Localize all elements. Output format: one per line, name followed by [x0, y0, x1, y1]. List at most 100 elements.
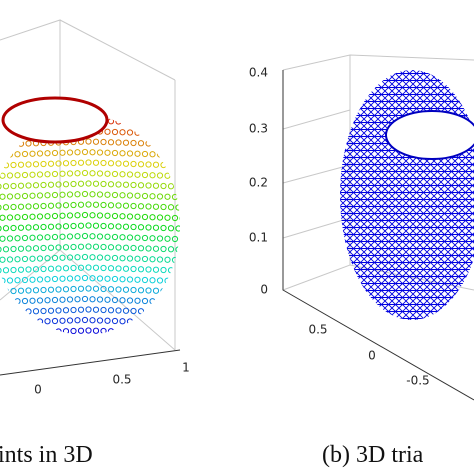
point [130, 244, 137, 252]
point [44, 192, 51, 199]
point [66, 233, 74, 240]
point [10, 161, 17, 169]
point [62, 223, 70, 230]
point [187, 321, 192, 326]
point [47, 265, 55, 272]
point [6, 319, 14, 326]
point [85, 159, 92, 166]
point [14, 319, 21, 326]
y-tick-label: 0 [368, 349, 376, 363]
point [32, 245, 40, 252]
point [156, 115, 164, 116]
point [191, 142, 196, 147]
point [145, 287, 152, 294]
point [92, 264, 100, 271]
point [92, 327, 100, 334]
point [10, 203, 17, 211]
point [175, 120, 180, 127]
point [70, 285, 77, 293]
point [25, 266, 32, 273]
point [119, 276, 126, 283]
point [70, 180, 77, 188]
point [137, 308, 145, 315]
point [107, 202, 115, 209]
point [92, 306, 100, 313]
point [156, 235, 164, 242]
point [167, 288, 175, 295]
point [191, 121, 196, 126]
point [92, 222, 100, 229]
point [36, 171, 44, 178]
point [130, 265, 137, 273]
point [156, 172, 164, 179]
point [111, 317, 119, 325]
point [77, 180, 85, 187]
point [6, 193, 14, 200]
point [29, 255, 36, 262]
point [0, 141, 2, 148]
point [134, 171, 141, 178]
point [111, 191, 119, 199]
point [17, 266, 25, 273]
point [141, 234, 149, 242]
point [10, 308, 17, 316]
point [85, 327, 92, 334]
point [164, 214, 171, 221]
point [47, 181, 55, 188]
point [160, 140, 167, 148]
point [167, 225, 175, 232]
point [81, 169, 89, 177]
point [191, 226, 196, 231]
point [14, 277, 21, 284]
point [137, 203, 145, 210]
point [175, 204, 180, 211]
point [145, 140, 152, 147]
point [0, 214, 6, 221]
point [66, 212, 74, 219]
point [59, 191, 66, 198]
point [107, 265, 115, 272]
point [179, 236, 180, 243]
point [149, 298, 156, 305]
point [74, 296, 81, 303]
point [141, 150, 149, 158]
point [104, 170, 111, 177]
point [85, 264, 92, 271]
triangulation [340, 70, 474, 320]
point [160, 308, 167, 316]
point [134, 192, 141, 199]
point [92, 159, 100, 166]
point [62, 181, 70, 188]
point [85, 306, 92, 313]
point [167, 120, 175, 127]
point [0, 151, 6, 158]
point [25, 329, 32, 335]
point [44, 234, 51, 241]
point [59, 317, 66, 324]
point [0, 225, 2, 232]
point [25, 287, 32, 294]
point [164, 277, 171, 284]
point [156, 130, 164, 137]
point [2, 225, 10, 232]
point [126, 318, 134, 325]
point [0, 204, 2, 211]
point [100, 159, 107, 167]
point [51, 191, 59, 199]
point [74, 275, 81, 282]
point [111, 212, 119, 220]
point [130, 223, 137, 231]
point [2, 204, 10, 211]
point [175, 267, 180, 274]
point [92, 201, 100, 208]
point [115, 265, 122, 272]
point [187, 258, 192, 263]
point [160, 161, 167, 169]
point [191, 205, 196, 210]
point [145, 224, 152, 231]
point [111, 170, 119, 178]
point [17, 140, 25, 147]
point [179, 194, 180, 201]
point [134, 318, 141, 325]
point-cloud [0, 115, 196, 335]
